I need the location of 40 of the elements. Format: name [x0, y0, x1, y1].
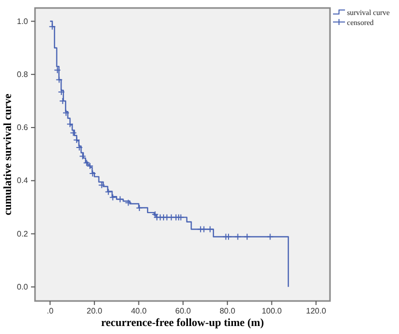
- point: [79, 152, 86, 160]
- x-tick-label: 40.0: [130, 306, 148, 316]
- point: [70, 129, 77, 136]
- point: [168, 214, 175, 221]
- x-tick-label: 80.0: [220, 306, 236, 316]
- point: [56, 76, 63, 84]
- point: [136, 204, 143, 212]
- point: [116, 196, 124, 203]
- point: [200, 226, 208, 233]
- x-tick-label: 120.0: [306, 306, 327, 316]
- point: [206, 226, 214, 233]
- y-tick-label: 0.2: [16, 229, 29, 238]
- point: [48, 23, 56, 30]
- point: [83, 159, 90, 166]
- y-axis-title: cumulative survival curve: [2, 94, 14, 216]
- x-tick-label: 60.0: [175, 306, 192, 316]
- point: [86, 162, 94, 170]
- x-tick-label: .0: [46, 306, 54, 316]
- point: [98, 182, 106, 189]
- point: [54, 66, 61, 74]
- point: [73, 136, 80, 144]
- point: [153, 214, 160, 221]
- y-tick-label: 0.4: [16, 176, 29, 186]
- y-tick-label: 0.8: [16, 70, 29, 79]
- point: [62, 109, 70, 116]
- point: [163, 214, 170, 221]
- point: [66, 120, 74, 128]
- x-tick-label: 100.0: [262, 306, 282, 316]
- y-tick-label: 0.6: [16, 123, 29, 132]
- point: [58, 88, 65, 96]
- x-tick-label: 20.0: [86, 306, 103, 316]
- point: [266, 233, 274, 240]
- y-tick-label: 1.0: [16, 16, 29, 26]
- point: [234, 233, 242, 240]
- x-axis-title: recurrence-free follow-up time (m): [101, 317, 264, 329]
- point: [124, 199, 132, 206]
- point: [89, 170, 96, 177]
- point: [244, 233, 251, 240]
- y-tick-label: 0.0: [16, 282, 29, 292]
- point: [76, 144, 83, 151]
